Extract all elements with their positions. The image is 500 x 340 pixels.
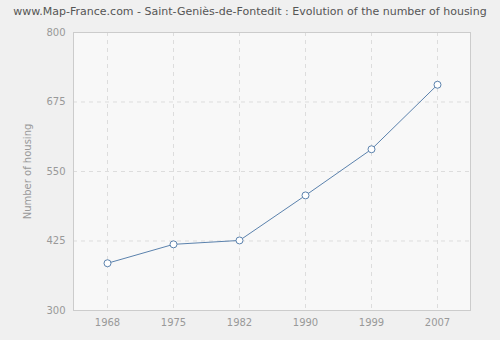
svg-text:1990: 1990 [293,317,318,328]
svg-text:2007: 2007 [425,317,450,328]
svg-text:1999: 1999 [359,317,384,328]
svg-text:1975: 1975 [161,317,186,328]
svg-text:550: 550 [46,166,65,177]
svg-text:425: 425 [46,235,65,246]
svg-text:300: 300 [46,305,65,316]
svg-text:Number of housing: Number of housing [22,124,33,220]
svg-text:800: 800 [46,27,65,38]
html-text:www.Map-France.com - Saint-Gen: www.Map-France.com - Saint-Geniès-de-Fon… [13,5,487,18]
svg-text:1982: 1982 [227,317,252,328]
svg-text:1968: 1968 [95,317,120,328]
svg-text:675: 675 [46,96,65,107]
